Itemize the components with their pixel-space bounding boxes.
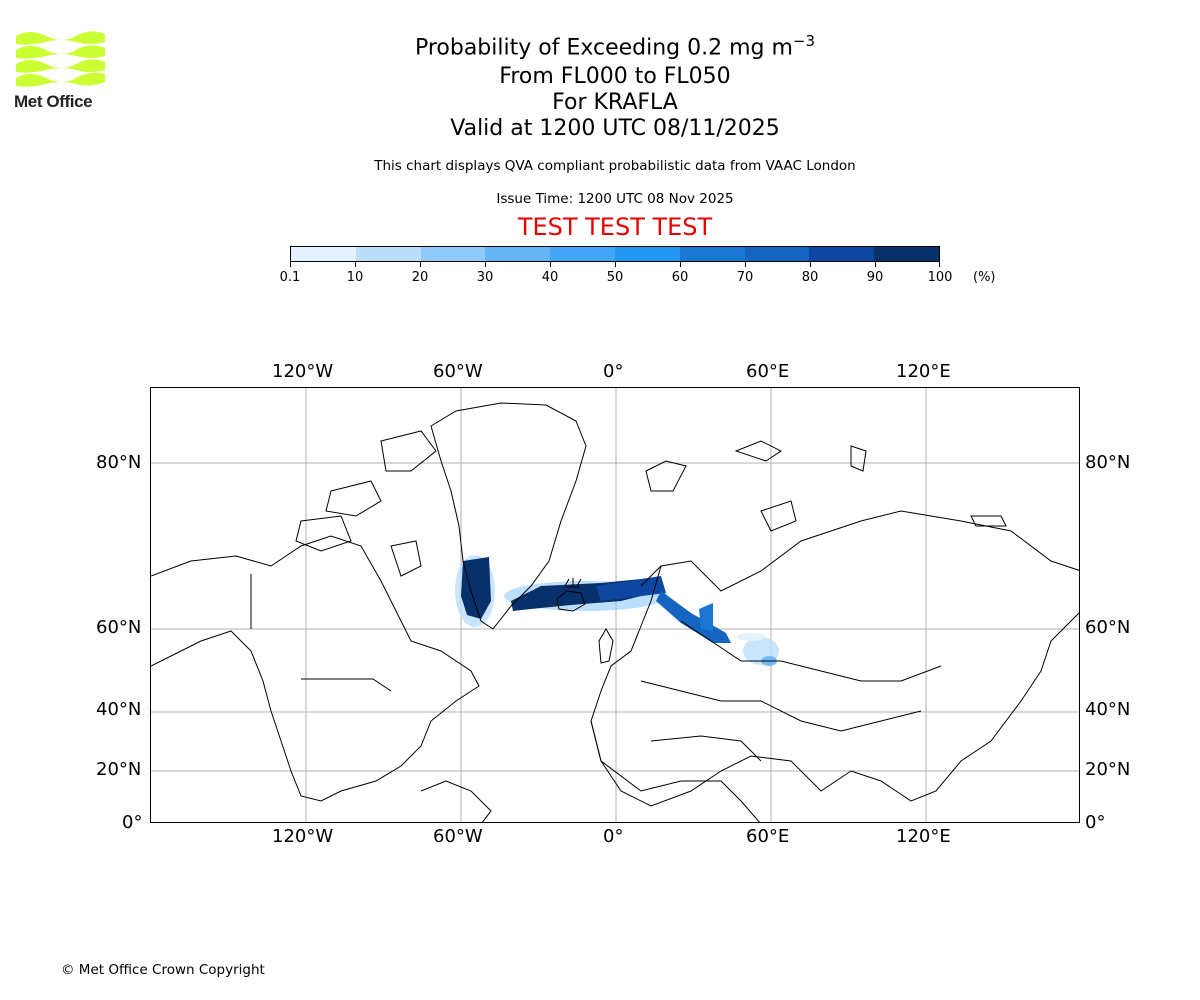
colorbar-segment (679, 247, 745, 261)
lon-label-bottom-120w: 120°W (272, 826, 334, 847)
colorbar-tick (420, 262, 421, 267)
copyright-footer: © Met Office Crown Copyright (61, 962, 265, 978)
colorbar-tick (680, 262, 681, 267)
lat-label-left-80n: 80°N (96, 452, 142, 473)
colorbar-segment (809, 247, 875, 261)
colorbar-segment (744, 247, 810, 261)
lat-label-right-60n: 60°N (1085, 617, 1131, 638)
map-plot (150, 387, 1080, 823)
lon-label-top-120e: 120°E (896, 361, 951, 382)
title-superscript: −3 (792, 32, 816, 50)
colorbar-tick-label: 80 (801, 270, 819, 285)
colorbar-unit: (%) (973, 270, 996, 285)
colorbar-tick (355, 262, 356, 267)
lat-label-right-20n: 20°N (1085, 759, 1131, 780)
colorbar-segment (355, 247, 421, 261)
colorbar-segment (291, 247, 356, 261)
colorbar-tick-label: 100 (927, 270, 953, 285)
colorbar-tick (485, 262, 486, 267)
colorbar-segment (420, 247, 486, 261)
lat-label-left-0: 0° (122, 812, 143, 833)
volcano-name: For KRAFLA (552, 90, 678, 115)
colorbar-tick-label: 30 (476, 270, 494, 285)
colorbar-segment (874, 247, 939, 261)
coastlines (151, 402, 1079, 822)
chart-description: This chart displays QVA compliant probab… (374, 158, 856, 174)
colorbar-tick (939, 262, 940, 267)
colorbar-tick-label: 0.1 (279, 270, 301, 285)
colorbar-tick-label: 10 (346, 270, 364, 285)
lon-label-top-120w: 120°W (272, 361, 334, 382)
lat-label-left-20n: 20°N (96, 759, 142, 780)
lon-label-top-0: 0° (603, 361, 624, 382)
colorbar-segment (614, 247, 680, 261)
colorbar-tick (810, 262, 811, 267)
lon-label-top-60e: 60°E (746, 361, 790, 382)
colorbar-segment (550, 247, 615, 261)
ash-probability-plume (455, 555, 779, 666)
colorbar-tick-label: 20 (411, 270, 429, 285)
colorbar-tick-label: 40 (541, 270, 559, 285)
chart-title: Probability of Exceeding 0.2 mg m−3 (0, 28, 1200, 61)
valid-time: Valid at 1200 UTC 08/11/2025 (450, 116, 780, 141)
wave-logo-icon (16, 31, 105, 87)
title-main: Probability of Exceeding 0.2 mg m (414, 35, 793, 61)
issue-time: Issue Time: 1200 UTC 08 Nov 2025 (496, 191, 734, 207)
colorbar-tick-label: 60 (671, 270, 689, 285)
gridlines (151, 388, 1079, 822)
lon-label-top-60w: 60°W (433, 361, 483, 382)
colorbar-tick (745, 262, 746, 267)
lon-label-bottom-60w: 60°W (433, 826, 483, 847)
colorbar-tick-label: 70 (736, 270, 754, 285)
colorbar-tick (290, 262, 291, 267)
flight-level-range: From FL000 to FL050 (499, 64, 731, 89)
lat-label-right-40n: 40°N (1085, 699, 1131, 720)
colorbar-tick (615, 262, 616, 267)
colorbar-tick (550, 262, 551, 267)
met-office-logo: Met Office (14, 30, 106, 112)
colorbar-tick-label: 50 (606, 270, 624, 285)
map-canvas (151, 388, 1079, 822)
colorbar-segment (485, 247, 551, 261)
lat-label-left-60n: 60°N (96, 617, 142, 638)
colorbar-tick (875, 262, 876, 267)
colorbar (290, 246, 940, 262)
colorbar-tick-label: 90 (866, 270, 884, 285)
lat-label-left-40n: 40°N (96, 699, 142, 720)
lat-label-right-80n: 80°N (1085, 452, 1131, 473)
lon-label-bottom-60e: 60°E (746, 826, 790, 847)
lon-label-bottom-120e: 120°E (896, 826, 951, 847)
logo-text: Met Office (14, 92, 93, 111)
test-banner: TEST TEST TEST (517, 213, 713, 241)
colorbar-ticks (290, 262, 940, 268)
lat-label-right-0: 0° (1085, 812, 1106, 833)
lon-label-bottom-0: 0° (603, 826, 624, 847)
